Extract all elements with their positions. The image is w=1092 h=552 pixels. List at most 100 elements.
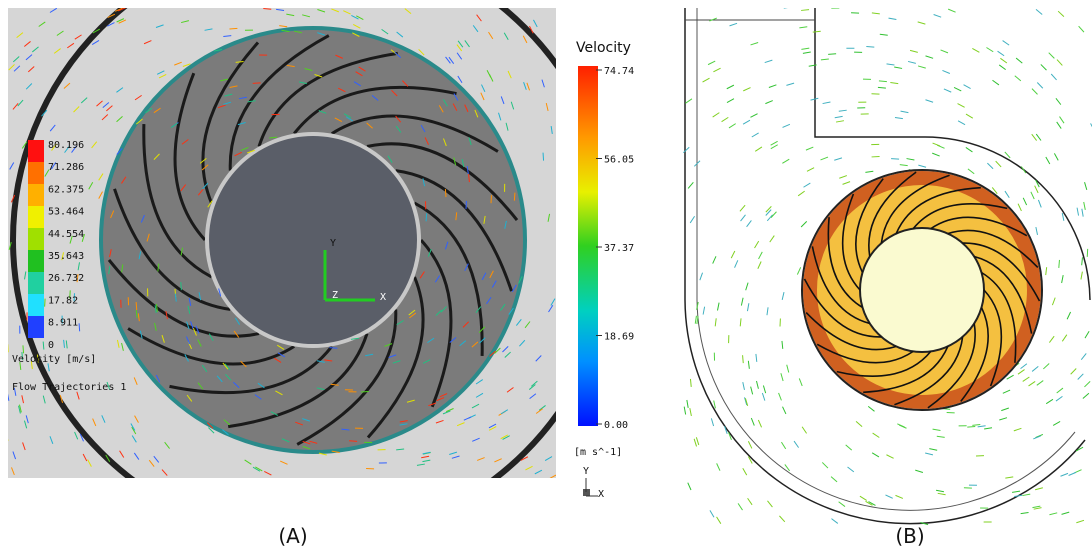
- arrow: [233, 381, 240, 389]
- blade: [973, 255, 1033, 334]
- arrow: [135, 118, 143, 125]
- arrow: [918, 164, 927, 168]
- arrow: [744, 397, 748, 406]
- arrow: [419, 271, 425, 279]
- arrow: [96, 100, 103, 107]
- arrow: [709, 17, 718, 22]
- arrow: [343, 113, 352, 119]
- arrow: [12, 451, 17, 460]
- arrow: [886, 454, 894, 459]
- arrow: [449, 451, 458, 455]
- arrow: [71, 145, 77, 153]
- arrow: [298, 81, 307, 85]
- arrow: [444, 241, 449, 250]
- arrow: [220, 78, 229, 82]
- arrow: [796, 267, 802, 275]
- arrow: [550, 125, 553, 135]
- arrow: [765, 209, 772, 216]
- arrow: [757, 419, 763, 428]
- arrow: [812, 30, 821, 33]
- arrow: [747, 360, 750, 369]
- arrow: [436, 397, 445, 402]
- arrow: [41, 109, 48, 117]
- blade: [880, 174, 950, 244]
- arrow: [153, 107, 161, 114]
- arrow: [472, 437, 480, 442]
- legend-label: 80.196: [48, 140, 84, 151]
- arrow: [135, 309, 138, 319]
- legend-ticks: 74.74 56.05 37.37 18.69 0.00: [596, 66, 634, 431]
- arrow: [890, 81, 899, 85]
- arrow: [195, 325, 200, 334]
- arrow: [480, 92, 485, 101]
- arrow: [1045, 267, 1048, 276]
- arrow: [216, 375, 223, 383]
- arrow: [1081, 208, 1084, 217]
- housing: [10, 8, 556, 478]
- arrow: [742, 381, 745, 391]
- arrow: [1078, 25, 1085, 33]
- arrow: [689, 378, 692, 387]
- arrow: [522, 35, 528, 44]
- legend-title: Velocity [m/s]: [12, 354, 96, 365]
- arrow: [747, 497, 753, 506]
- caption: (B): [895, 524, 924, 548]
- arrow: [418, 48, 425, 56]
- arrow: [716, 302, 720, 311]
- arrow: [395, 115, 402, 123]
- arrow: [23, 41, 31, 47]
- blade: [366, 276, 425, 439]
- arrow: [471, 341, 479, 348]
- impeller-outline: [801, 169, 1043, 411]
- arrow: [188, 298, 192, 307]
- arrow: [12, 103, 19, 110]
- arrow: [302, 446, 311, 450]
- arrow: [30, 361, 33, 370]
- arrow: [534, 469, 543, 475]
- arrow: [965, 113, 974, 119]
- arrow: [371, 95, 379, 101]
- arrow: [76, 391, 80, 400]
- arrow: [729, 22, 738, 27]
- arrow: [225, 373, 232, 381]
- arrow: [9, 162, 15, 170]
- arrow: [234, 151, 242, 157]
- arrow: [443, 138, 447, 147]
- arrow: [121, 342, 124, 351]
- arrow: [107, 13, 116, 19]
- arrow: [995, 160, 1002, 168]
- arrow: [98, 191, 103, 199]
- arrow: [984, 427, 993, 430]
- arrow: [992, 79, 1000, 86]
- arrow: [422, 459, 431, 463]
- legend-swatch: [28, 184, 44, 206]
- arrow: [1056, 387, 1064, 394]
- arrow: [486, 297, 492, 305]
- arrow: [180, 247, 184, 256]
- arrow: [338, 87, 346, 93]
- arrow: [394, 52, 402, 59]
- blade: [228, 34, 330, 171]
- arrow: [500, 434, 509, 440]
- arrow: [707, 60, 716, 66]
- arrow: [1070, 368, 1077, 375]
- arrow: [61, 252, 65, 261]
- arrow: [187, 305, 191, 314]
- arrow: [110, 210, 115, 219]
- arrow: [445, 56, 451, 64]
- arrow: [740, 214, 746, 222]
- legend-swatch: [28, 162, 44, 184]
- arrow: [67, 42, 75, 49]
- arrow: [877, 86, 886, 89]
- arrow: [917, 21, 926, 25]
- arrow: [119, 450, 125, 458]
- arrow: [1080, 353, 1087, 360]
- arrow: [252, 466, 261, 472]
- arrow: [427, 248, 432, 257]
- arrow: [538, 405, 546, 411]
- arrow: [766, 214, 773, 222]
- arrow: [21, 141, 28, 149]
- arrow: [781, 340, 784, 349]
- arrow: [871, 12, 880, 15]
